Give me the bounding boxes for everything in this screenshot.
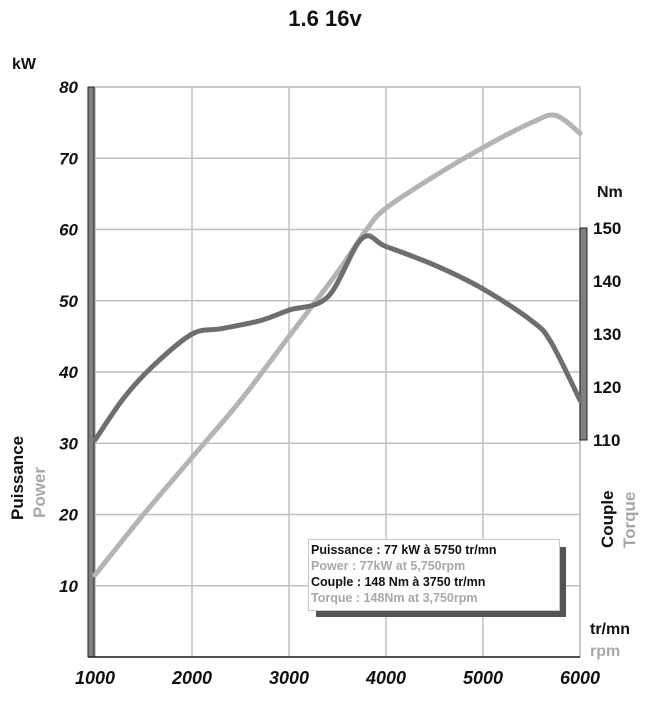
series-line-power (92, 112, 583, 578)
x-axis-label-alt: rpm (590, 643, 621, 660)
annotation-power-fr: Puissance : 77 kW à 5750 tr/mn (311, 543, 497, 557)
y-left-tick-label: 10 (59, 577, 78, 596)
y-left-tick-label: 60 (59, 221, 78, 240)
y-right-tick-label: 150 (593, 219, 621, 238)
x-tick-label: 3000 (269, 668, 309, 688)
x-tick-label: 2000 (171, 668, 212, 688)
series-lines (92, 112, 583, 578)
y-left-label: Puissance (8, 435, 27, 520)
y-left-axis-bar (87, 86, 95, 658)
x-tick-label: 6000 (560, 668, 600, 688)
annotation-power-en: Power : 77kW at 5,750rpm (311, 559, 466, 573)
x-tick-label: 4000 (365, 668, 406, 688)
y-left-tick-label: 30 (59, 434, 78, 453)
x-tick-label: 1000 (75, 668, 115, 688)
annotation-box: Puissance : 77 kW à 5750 tr/mn Power : 7… (308, 539, 560, 611)
y-left-unit: kW (12, 56, 36, 73)
y-left-tick-label: 50 (59, 292, 78, 311)
y-right-tick-label: 120 (593, 378, 621, 397)
y-right-axis-bar (579, 227, 588, 441)
chart-title: 1.6 16v (288, 6, 362, 31)
series-line-torque (92, 233, 583, 443)
y-left-label-alt: Power (30, 466, 49, 518)
annotation-torque-fr: Couple : 148 Nm à 3750 tr/mn (311, 575, 486, 589)
axes (87, 86, 588, 658)
x-tick-label: 5000 (463, 668, 503, 688)
y-right-unit: Nm (597, 184, 623, 201)
y-left-tick-label: 80 (59, 78, 78, 97)
x-axis-label: tr/mn (590, 621, 630, 638)
y-right-label: Couple (598, 490, 617, 548)
y-left-tick-label: 40 (58, 363, 78, 382)
tick-labels: 10 20 30 40 50 60 70 80 110 120 130 140 150 1000 2000 3… (58, 78, 621, 688)
y-left-tick-label: 70 (59, 149, 78, 168)
y-right-label-alt: Torque (620, 491, 639, 548)
y-right-tick-label: 110 (593, 431, 620, 450)
y-right-tick-label: 140 (593, 272, 621, 291)
y-left-tick-label: 20 (58, 506, 78, 525)
y-right-tick-label: 130 (593, 325, 621, 344)
annotation-torque-en: Torque : 148Nm at 3,750rpm (311, 591, 478, 605)
